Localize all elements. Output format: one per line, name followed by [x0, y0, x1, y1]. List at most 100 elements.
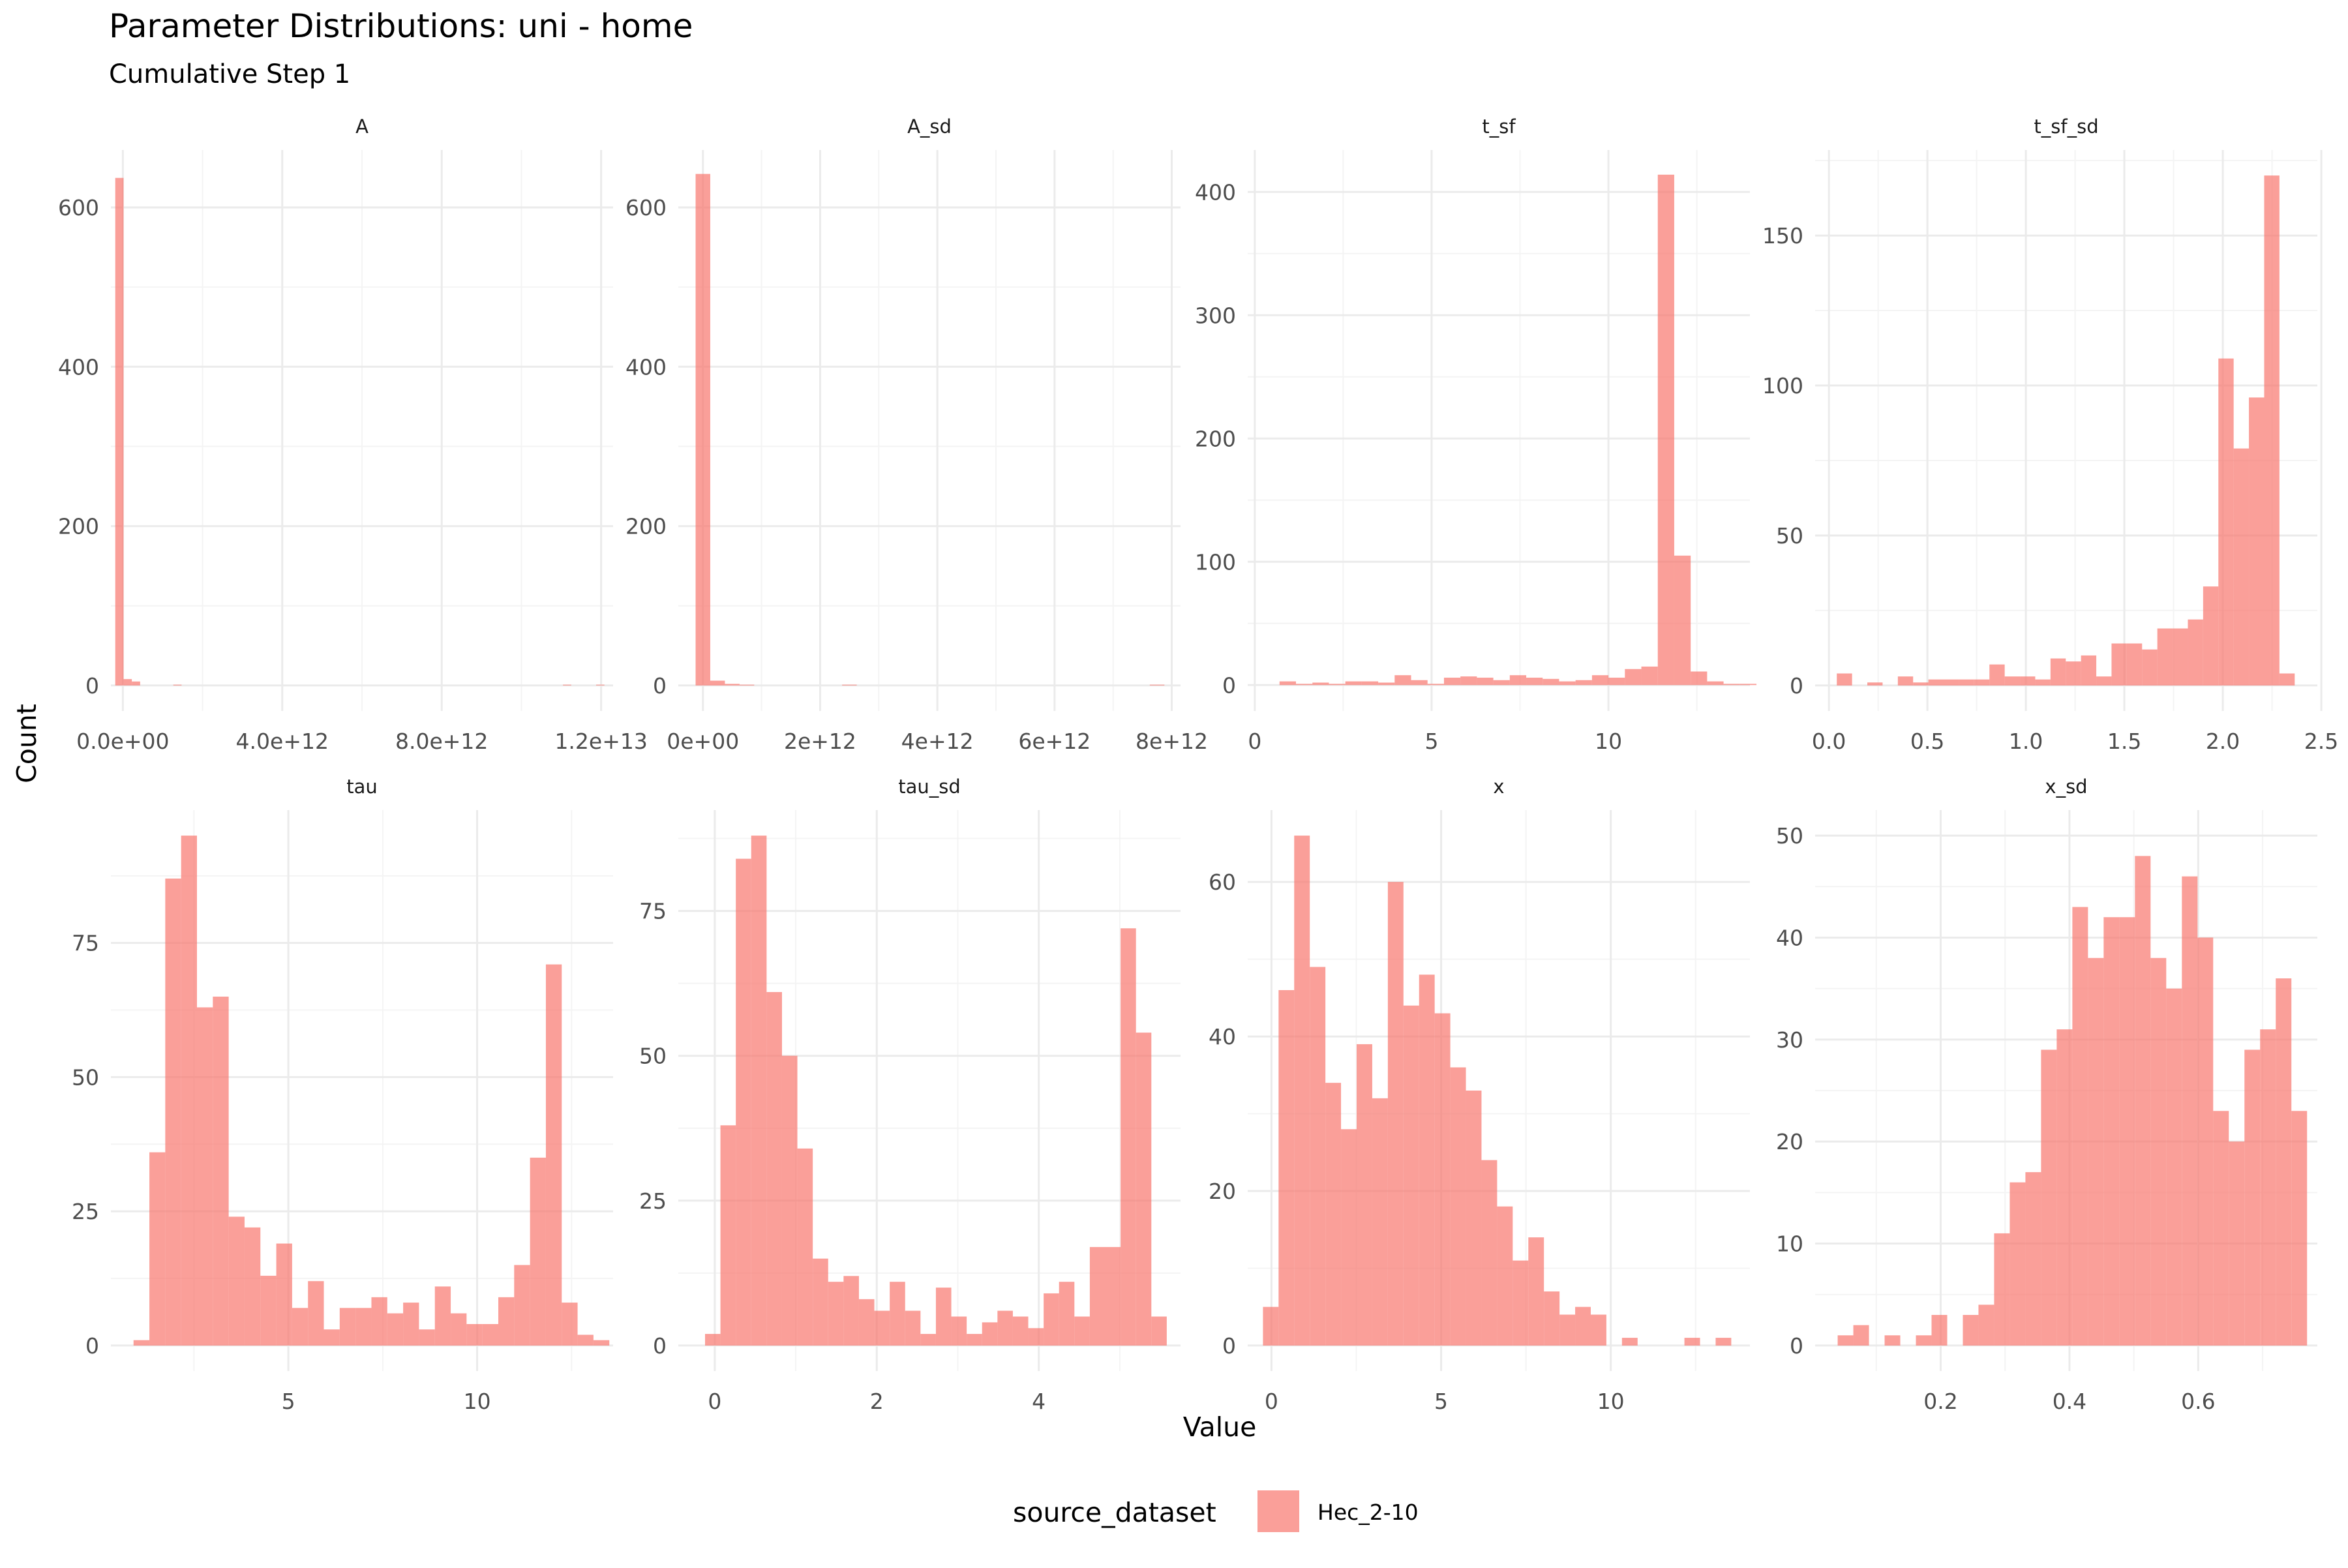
histogram-bar [1325, 1083, 1342, 1346]
y-tick-label: 0 [85, 1333, 99, 1359]
histogram-bar [514, 1265, 530, 1346]
x-tick-label: 5 [1424, 729, 1438, 754]
x-tick-label: 4 [1032, 1389, 1046, 1414]
y-tick-label: 60 [1209, 869, 1236, 895]
x-tick-label: 2 [870, 1389, 884, 1414]
histogram-bar [828, 1282, 844, 1346]
facet-label: t_sf [1482, 115, 1516, 138]
x-tick-label: 0 [708, 1389, 721, 1414]
histogram-bar [890, 1282, 905, 1346]
y-tick-label: 0 [653, 673, 667, 699]
histogram-bar [1310, 967, 1326, 1346]
histogram-bar [2291, 1111, 2308, 1346]
histogram-bar [1974, 679, 1990, 686]
histogram-bar [2229, 1141, 2245, 1346]
x-tick-label: 0.0e+00 [76, 729, 169, 754]
panels: 0.0e+00 4.0e+12 8.0e+12 1.2e+130200400600A0… [58, 115, 2338, 1414]
histogram-bar [695, 173, 710, 686]
y-tick-label: 50 [72, 1064, 99, 1090]
legend-title: source_dataset [1013, 1497, 1216, 1528]
histogram-bar [1684, 1338, 1700, 1346]
histogram-bar [595, 684, 605, 686]
y-tick-label: 200 [1195, 426, 1236, 451]
histogram-bar [2244, 1049, 2261, 1346]
histogram-bar [1434, 1013, 1451, 1346]
y-tick-label: 100 [1195, 549, 1236, 575]
y-tick-label: 400 [58, 354, 99, 380]
x-tick-label: 4e+12 [901, 729, 974, 754]
histogram-bar [1884, 1335, 1901, 1346]
histogram-bar [935, 1288, 952, 1346]
histogram-bar [2166, 988, 2182, 1346]
histogram-bar [1419, 974, 1435, 1346]
histogram-bar [173, 684, 182, 686]
y-tick-label: 25 [639, 1188, 667, 1214]
histogram-bar [1989, 664, 2005, 686]
y-axis-title: Count [11, 704, 42, 783]
y-tick-label: 50 [639, 1044, 667, 1069]
histogram-bar [2004, 676, 2021, 686]
histogram-bar [1591, 675, 1609, 686]
histogram-bar [276, 1243, 292, 1346]
histogram-bar [1105, 1246, 1121, 1346]
histogram-bar [2126, 643, 2143, 686]
histogram-bar [1715, 1338, 1732, 1346]
histogram-bar [1897, 676, 1914, 686]
x-tick-label: 8e+12 [1136, 729, 1208, 754]
histogram-bar [1477, 677, 1494, 686]
x-tick-label: 0 [1265, 1389, 1278, 1414]
histogram-bar [482, 1323, 498, 1346]
histogram-bar [1837, 1335, 1854, 1346]
facet-label: x [1493, 776, 1504, 798]
histogram-bar [115, 177, 124, 686]
histogram-bar [842, 684, 857, 686]
y-tick-label: 400 [625, 354, 667, 380]
histogram-bar [292, 1308, 309, 1346]
histogram-bar [1466, 1091, 1482, 1346]
histogram-bar [1739, 684, 1757, 686]
histogram-bar [2111, 643, 2127, 686]
histogram-bar [1625, 669, 1642, 686]
histogram-bar [2188, 619, 2203, 686]
histogram-bar [1959, 679, 1974, 686]
histogram-bar [1944, 679, 1959, 686]
histogram-bar [577, 1334, 594, 1346]
histogram-bar [1121, 928, 1136, 1346]
y-tick-label: 25 [72, 1199, 99, 1224]
histogram-bar [751, 836, 767, 1346]
histogram-bar [2157, 628, 2173, 686]
histogram-bar [1361, 681, 1379, 686]
histogram-bar [2173, 628, 2188, 686]
histogram-bar [2081, 655, 2097, 686]
histogram-bar [1931, 1315, 1948, 1346]
y-tick-label: 0 [1790, 1333, 1803, 1359]
histogram-bar [1149, 684, 1165, 686]
histogram-bar [2035, 679, 2051, 686]
legend: source_dataset Hec_2-10 [1013, 1490, 1419, 1532]
histogram-bar [2020, 676, 2036, 686]
histogram-bar [1994, 1233, 2010, 1346]
x-tick-label: 2.5 [2304, 729, 2338, 754]
histogram-bar [813, 1258, 828, 1346]
histogram-bar [1608, 677, 1625, 686]
histogram-bar [133, 1340, 150, 1346]
histogram-bar [1296, 684, 1313, 686]
histogram-bar [339, 1308, 356, 1346]
histogram-bar [982, 1322, 998, 1346]
x-tick-label: 10 [464, 1389, 491, 1414]
histogram-bar [1916, 1335, 1932, 1346]
histogram-bar [2103, 917, 2120, 1346]
histogram-bar [1837, 673, 1852, 686]
legend-entry: Hec_2-10 [1317, 1500, 1419, 1525]
y-tick-label: 75 [639, 899, 667, 924]
histogram-bar [228, 1216, 245, 1346]
x-tick-label: 1.2e+13 [554, 729, 647, 754]
y-tick-label: 150 [1762, 223, 1803, 249]
histogram-bar [419, 1329, 435, 1346]
legend-key [1257, 1490, 1299, 1532]
chart-subtitle: Cumulative Step 1 [109, 59, 350, 89]
x-tick-label: 8.0e+12 [395, 729, 488, 754]
histogram-bar [843, 1276, 859, 1346]
